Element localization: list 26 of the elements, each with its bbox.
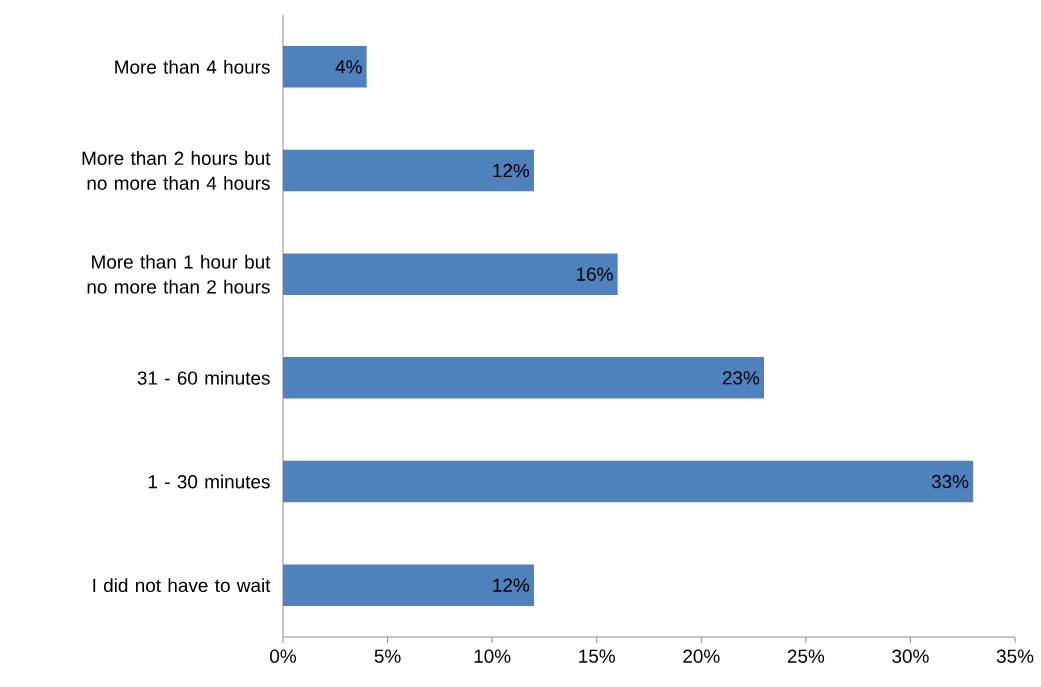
y-tick-label: More than 2 hours but no more than 4 hours [82,151,271,190]
y-tick-label: More than 4 hours [115,59,270,74]
bar [283,460,974,503]
data-label: 4% [335,60,362,74]
y-tick-label: 1 - 30 minutes [148,474,270,489]
x-tick-label: 15% [579,649,615,663]
bar [283,357,765,399]
data-label: 12% [493,578,530,592]
data-label: 23% [722,371,760,385]
data-label: 33% [931,474,969,489]
y-tick-label: I did not have to wait [93,578,271,593]
y-tick-label: 31 - 60 minutes [137,370,270,385]
y-tick-label: More than 1 hour but no more than 2 hours [87,254,271,294]
bar [283,253,618,295]
bar [283,46,367,88]
x-tick-label: 30% [892,649,929,663]
data-label: 12% [493,163,530,178]
bar [283,564,534,606]
x-tick-label: 5% [374,649,401,663]
x-tick-label: 20% [683,649,720,663]
x-tick-label: 35% [996,649,1034,663]
x-tick-label: 0% [270,649,296,663]
bar [283,149,534,192]
x-tick-label: 10% [474,649,511,663]
data-label: 16% [576,267,613,281]
x-tick-label: 25% [787,649,825,663]
